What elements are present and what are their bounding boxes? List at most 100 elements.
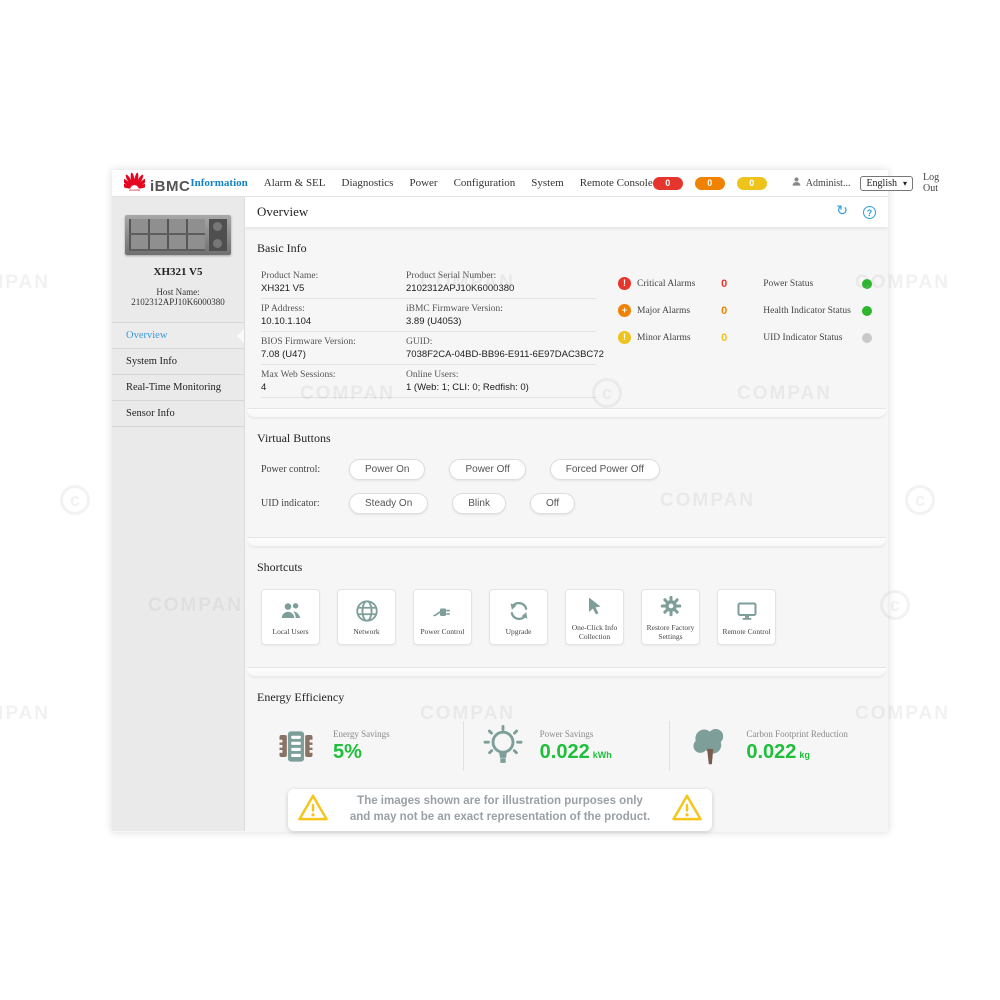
uid-indicator-led — [862, 332, 872, 343]
field-product-serial-number: Product Serial Number: 2102312APJ10K6000… — [406, 266, 596, 299]
users-icon — [278, 597, 304, 624]
huawei-flower-icon: HUAWEI — [118, 172, 151, 196]
sidebar-nav: Overview System Info Real-Time Monitorin… — [112, 322, 244, 427]
virtual-buttons-title: Virtual Buttons — [257, 431, 331, 445]
refresh-icon[interactable]: ↻ — [836, 204, 848, 219]
carbon-footprint-value: 0.022 kg — [746, 740, 810, 763]
basic-info-section: Basic Info Product Name: XH321 V5 Produc… — [245, 227, 888, 408]
energy-savings-value: 5% — [333, 740, 362, 763]
nav-configuration[interactable]: Configuration — [453, 177, 516, 189]
host-name: Host Name: 2102312APJ10K6000380 — [131, 287, 225, 307]
nav-power[interactable]: Power — [409, 177, 438, 189]
server-drive-bays — [129, 219, 205, 251]
page-title: Overview — [257, 204, 309, 219]
language-value: English — [866, 177, 898, 189]
section-divider — [247, 667, 886, 676]
svg-text:HUAWEI: HUAWEI — [129, 188, 141, 191]
battery-icon — [271, 721, 321, 771]
power-off-button[interactable]: Power Off — [449, 459, 526, 480]
carbon-footprint-item: Carbon Footprint Reduction 0.022 kg — [669, 721, 876, 771]
uid-off-button[interactable]: Off — [529, 493, 576, 514]
shortcuts-title: Shortcuts — [257, 560, 303, 574]
power-control-row: Power control: Power On Power Off Forced… — [261, 459, 876, 480]
shortcut-restore-factory-settings[interactable]: Restore Factory Settings — [641, 589, 700, 645]
critical-alarm-count: 0 — [721, 277, 728, 290]
field-max-web-sessions: Max Web Sessions: 4 — [261, 365, 406, 398]
help-icon[interactable]: ? — [863, 205, 876, 219]
energy-savings-item: Energy Savings 5% — [257, 721, 463, 771]
warning-triangle-icon — [298, 794, 328, 826]
logout-link[interactable]: Log Out — [923, 172, 940, 194]
major-alarm-badge[interactable]: 0 — [694, 176, 725, 190]
main-content: Overview ↻ ? Basic Info Product Name: XH… — [245, 197, 888, 831]
title-bar: Overview ↻ ? — [245, 197, 888, 227]
current-user[interactable]: Administ... — [791, 176, 851, 190]
chevron-down-icon: ▾ — [903, 178, 908, 188]
indicator-status-summary: Power Status Health Indicator Status UID… — [763, 266, 876, 398]
sidebar-item-overview[interactable]: Overview — [112, 323, 244, 349]
sidebar-item-sensor-info[interactable]: Sensor Info — [112, 401, 244, 427]
field-guid: GUID: 7038F2CA-04BD-BB96-E911-6E97DAC3BC… — [406, 332, 604, 365]
uid-indicator-status-row: UID Indicator Status — [763, 324, 876, 351]
uid-blink-button[interactable]: Blink — [452, 493, 506, 514]
uid-steady-on-button[interactable]: Steady On — [349, 493, 429, 514]
user-name: Administ... — [805, 177, 851, 189]
gear-icon — [658, 593, 684, 620]
disclaimer-banner: The images shown are for illustration pu… — [288, 789, 712, 831]
nav-remote-console[interactable]: Remote Console — [579, 177, 653, 189]
watermark-symbol: c — [905, 485, 935, 515]
shortcut-power-control[interactable]: Power Control — [413, 589, 472, 645]
alarm-badges: 0 0 0 — [652, 176, 767, 190]
power-on-button[interactable]: Power On — [349, 459, 426, 480]
critical-alarm-badge[interactable]: 0 — [652, 176, 683, 190]
field-ip-address: IP Address: 10.10.1.104 — [261, 299, 406, 332]
language-select[interactable]: English ▾ — [860, 175, 914, 191]
power-status-row: Power Status — [763, 270, 876, 297]
nav-diagnostics[interactable]: Diagnostics — [341, 177, 394, 189]
minor-alarms-row[interactable]: ! Minor Alarms 0 — [618, 324, 729, 351]
section-divider — [247, 408, 886, 417]
nav-information[interactable]: Information — [190, 177, 248, 189]
critical-alarms-row[interactable]: ! Critical Alarms 0 — [618, 270, 729, 297]
field-product-name: Product Name: XH321 V5 — [261, 266, 406, 299]
watermark-text: COMPAN — [0, 272, 51, 293]
nav-alarm-sel[interactable]: Alarm & SEL — [263, 177, 326, 189]
shortcut-local-users[interactable]: Local Users — [261, 589, 320, 645]
user-icon — [791, 176, 802, 190]
uid-indicator-row: UID indicator: Steady On Blink Off — [261, 493, 876, 514]
critical-alarm-icon: ! — [618, 277, 631, 290]
field-ibmc-firmware-version: iBMC Firmware Version: 3.89 (U4053) — [406, 299, 596, 332]
minor-alarm-icon: ! — [618, 331, 631, 344]
major-alarms-row[interactable]: + Major Alarms 0 — [618, 297, 729, 324]
globe-icon — [354, 597, 380, 624]
sidebar-item-system-info[interactable]: System Info — [112, 349, 244, 375]
minor-alarm-count: 0 — [721, 331, 728, 344]
nav-system[interactable]: System — [531, 177, 564, 189]
shortcut-network[interactable]: Network — [337, 589, 396, 645]
monitor-icon — [734, 597, 760, 624]
sidebar-item-real-time-monitoring[interactable]: Real-Time Monitoring — [112, 375, 244, 401]
plug-icon — [430, 597, 456, 624]
field-bios-firmware-version: BIOS Firmware Version: 7.08 (U47) — [261, 332, 406, 365]
main-nav: Information Alarm & SEL Diagnostics Powe… — [190, 177, 652, 189]
shortcut-remote-control[interactable]: Remote Control — [717, 589, 776, 645]
field-online-users: Online Users: 1 (Web: 1; CLI: 0; Redfish… — [406, 365, 596, 398]
basic-info-fields: Product Name: XH321 V5 Product Serial Nu… — [261, 266, 604, 398]
cursor-icon — [583, 593, 607, 620]
power-status-led — [862, 278, 872, 289]
disclaimer-text: The images shown are for illustration pu… — [349, 795, 651, 823]
energy-efficiency-title: Energy Efficiency — [257, 690, 345, 704]
minor-alarm-badge[interactable]: 0 — [736, 176, 767, 190]
watermark-text: COMPAN — [0, 703, 51, 724]
bulb-icon — [478, 721, 528, 771]
major-alarm-count: 0 — [721, 304, 728, 317]
shortcut-upgrade[interactable]: Upgrade — [489, 589, 548, 645]
product-logo-text: iBMC — [150, 178, 191, 195]
forced-power-off-button[interactable]: Forced Power Off — [549, 459, 660, 480]
warning-triangle-icon — [672, 794, 702, 826]
server-model: XH321 V5 — [153, 266, 203, 278]
refresh-arrows-icon — [506, 597, 532, 624]
sidebar: XH321 V5 Host Name: 2102312APJ10K6000380… — [112, 197, 245, 831]
shortcut-one-click-info-collection[interactable]: One-Click Info Collection — [565, 589, 624, 645]
